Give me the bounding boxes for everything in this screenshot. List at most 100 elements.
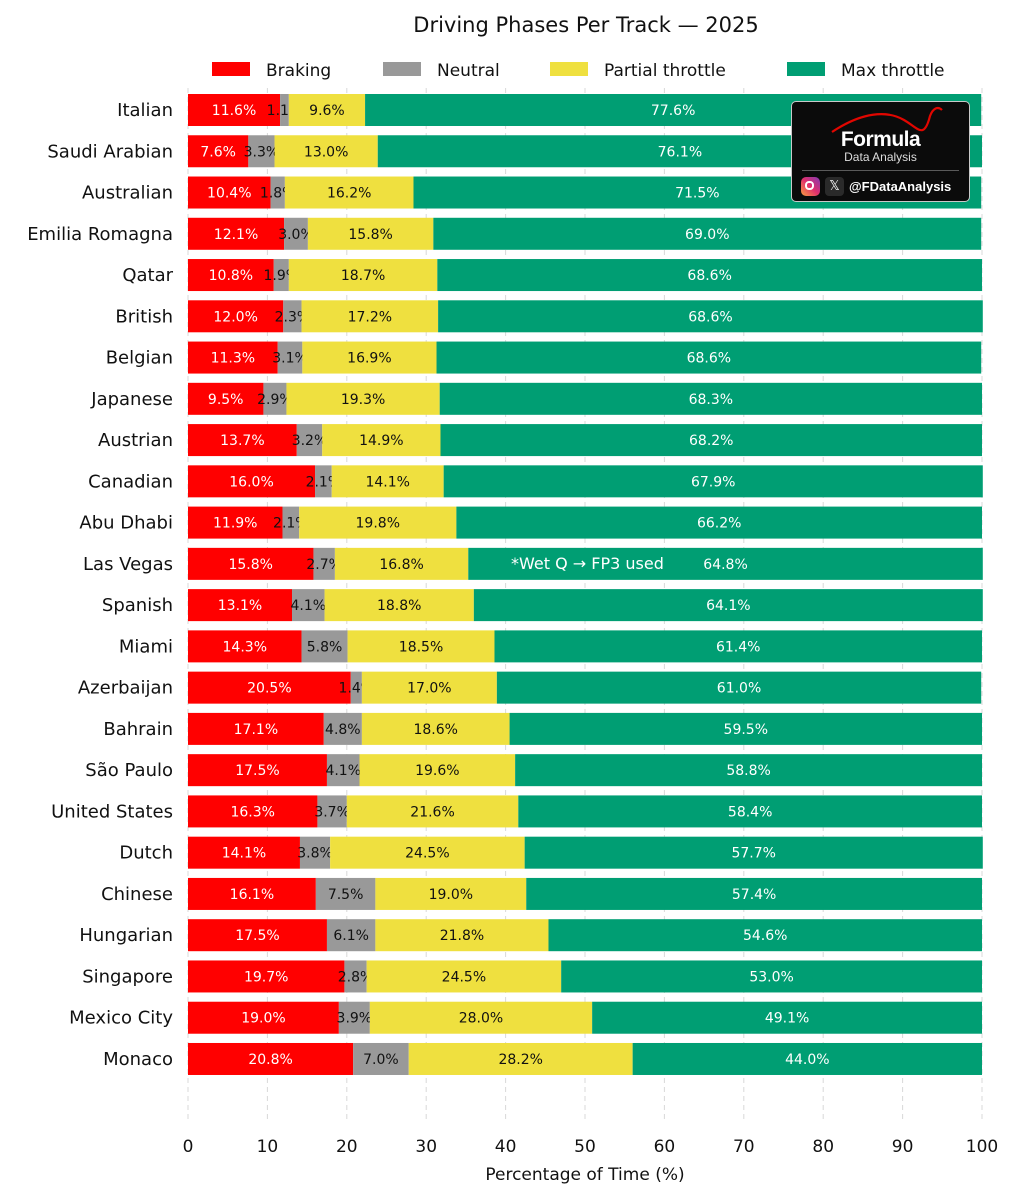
bar-neutral [280,94,289,126]
data-label-max-throttle: 61.4% [716,639,760,655]
bar-neutral [326,919,376,952]
data-label-neutral: 3.3% [244,144,280,160]
bar-row-qatar: 10.8% 1.9% 18.7% 68.6% [188,259,982,292]
data-label-partial-throttle: 18.5% [399,639,443,655]
category-label: Bahrain [103,719,173,740]
x-icon[interactable]: 𝕏 [825,177,844,196]
data-label-max-throttle: 58.8% [726,763,770,779]
data-label-max-throttle: 67.9% [691,474,735,490]
bar-row-azerbaijan: 20.5% 1.4% 17.0% 61.0% [188,671,982,704]
data-label-braking: 19.7% [244,969,288,985]
bar-partial-throttle [299,506,457,539]
category-label: Belgian [106,348,173,369]
bar-max-throttle [524,836,983,869]
data-label-neutral: 3.2% [292,433,328,449]
data-label-partial-throttle: 21.6% [410,804,454,820]
instagram-icon[interactable] [801,177,820,196]
data-label-partial-throttle: 13.0% [304,144,348,160]
bar-neutral [299,836,331,869]
data-label-max-throttle: 77.6% [651,103,695,119]
legend-item-braking: Braking [212,61,331,81]
x-tick-label: 70 [733,1137,755,1157]
bar-row-emilia-romagna: 12.1% 3.0% 15.8% 69.0% [188,217,982,250]
data-label-max-throttle: 64.8% [703,557,747,573]
annotations: *Wet Q → FP3 used [511,554,664,573]
bar-braking [188,795,318,828]
bar-braking [188,671,351,704]
data-label-max-throttle: 68.6% [687,268,731,284]
x-tick-label: 20 [336,1137,358,1157]
bar-neutral [270,176,285,209]
bar-max-throttle [518,795,982,828]
bar-max-throttle [548,919,982,952]
bar-row-united-states: 16.3% 3.7% 21.6% 58.4% [188,795,982,828]
category-label: Spanish [102,595,173,616]
category-label: Singapore [82,966,173,987]
data-label-neutral: 4.1% [325,763,361,779]
bar-row-british: 12.0% 2.3% 17.2% 68.6% [188,300,983,333]
bar-partial-throttle [301,300,439,333]
bar-partial-throttle [302,341,437,374]
data-label-max-throttle: 68.6% [687,351,731,367]
data-label-braking: 10.4% [207,186,251,202]
data-label-braking: 11.6% [212,103,256,119]
data-label-braking: 15.8% [228,557,272,573]
category-label: Hungarian [79,925,173,946]
bar-row-singapore: 19.7% 2.8% 24.5% 53.0% [188,960,982,993]
bar-partial-throttle [369,1001,593,1034]
bar-neutral [315,465,332,498]
bar-partial-throttle [331,465,444,498]
data-label-partial-throttle: 9.6% [309,103,345,119]
bar-row-abu-dhabi: 11.9% 2.1% 19.8% 66.2% [188,506,982,539]
data-label-max-throttle: 58.4% [728,804,772,820]
bar-neutral [353,1042,409,1075]
data-label-max-throttle: 44.0% [785,1052,829,1068]
bar-partial-throttle [375,919,549,952]
category-label: Canadian [88,471,173,492]
bar-neutral [248,135,275,168]
chart-title: Driving Phases Per Track — 2025 [413,13,758,37]
data-label-braking: 7.6% [200,144,236,160]
data-label-partial-throttle: 19.6% [415,763,459,779]
data-label-braking: 12.0% [213,309,257,325]
bar-braking [188,176,271,209]
bar-partial-throttle [375,877,527,910]
data-label-neutral: 2.3% [275,309,311,325]
bar-max-throttle [592,1001,982,1034]
bar-row-canadian: 16.0% 2.1% 14.1% 67.9% [188,465,983,498]
bar-partial-throttle [284,176,414,209]
data-label-max-throttle: 54.6% [743,928,787,944]
category-label: Saudi Arabian [47,141,173,162]
bar-row-belgian: 11.3% 3.1% 16.9% 68.6% [188,341,982,374]
logo-title: Formula [840,128,921,151]
bar-braking [188,1001,339,1034]
data-label-braking: 14.1% [222,846,266,862]
category-label: Mexico City [69,1008,173,1029]
bar-row-las-vegas: 15.8% 2.7% 16.8% 64.8% [188,547,983,580]
data-label-partial-throttle: 16.8% [379,557,423,573]
data-label-partial-throttle: 19.0% [429,887,473,903]
data-label-braking: 17.5% [235,928,279,944]
bar-braking [188,217,285,250]
data-label-partial-throttle: 24.5% [442,969,486,985]
bar-neutral [273,259,289,292]
bar-max-throttle [473,589,983,622]
data-label-neutral: 7.5% [328,887,364,903]
data-label-max-throttle: 68.3% [689,392,733,408]
legend-swatch [212,62,250,76]
category-label: Azerbaijan [78,678,173,699]
category-label: Qatar [122,265,173,286]
bar-braking [188,424,297,457]
bar-braking [188,836,300,869]
bar-max-throttle [440,424,982,457]
bar-max-throttle [433,217,982,250]
bar-row-chinese: 16.1% 7.5% 19.0% 57.4% [188,877,982,910]
data-label-neutral: 3.9% [337,1011,373,1027]
bar-neutral [326,754,360,787]
data-label-partial-throttle: 17.2% [348,309,392,325]
data-label-max-throttle: 61.0% [717,681,761,697]
social-handle[interactable]: @FDataAnalysis [849,179,952,194]
bar-partial-throttle [322,424,441,457]
data-label-neutral: 3.0% [278,227,314,243]
